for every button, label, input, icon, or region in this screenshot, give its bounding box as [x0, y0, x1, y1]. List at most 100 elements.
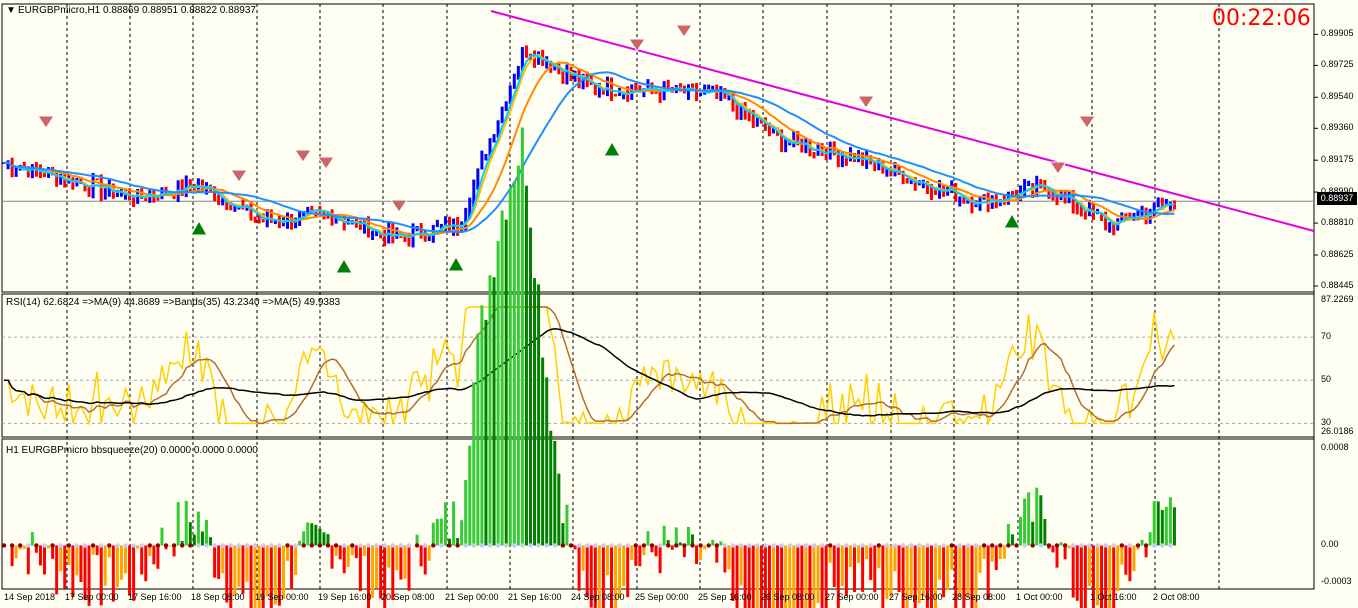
squeeze-dot: [649, 543, 655, 548]
rsi-scale-label: 30: [1321, 417, 1332, 428]
squeeze-dot: [625, 543, 630, 548]
buy-arrow-icon: [603, 140, 621, 157]
squeeze-scale-label: 0.0008: [1321, 442, 1349, 452]
price-scale-label: 0.89540: [1321, 91, 1354, 102]
squeeze-dot: [1030, 543, 1035, 548]
triangle-down-icon[interactable]: ▼: [6, 5, 16, 16]
price-scale-label: 0.88990: [1321, 186, 1354, 196]
time-axis-label: 2 Oct 08:00: [1153, 592, 1200, 602]
ma-slow-line: [4, 71, 1175, 234]
squeeze-dot: [196, 543, 201, 548]
squeeze-dot: [414, 543, 420, 548]
squeeze-scale-label: -0.0003: [1321, 576, 1352, 586]
squeeze-dot: [1095, 543, 1100, 548]
sell-arrow-icon: [294, 149, 312, 163]
squeeze-dot: [949, 543, 954, 548]
time-axis-label: 17 Sep 00:00: [65, 592, 119, 602]
rsi-header: RSI(14) 62.6824 =>MA(9) 44.8689 =>Bands(…: [6, 297, 341, 308]
squeeze-dot: [131, 543, 136, 548]
squeeze-dot: [26, 543, 31, 548]
ma-mid-line: [4, 61, 1175, 237]
squeeze-dot: [1103, 543, 1108, 548]
price-scale-label: 0.88810: [1321, 217, 1354, 228]
squeeze-dot: [479, 543, 485, 548]
price-scale-label: 0.88445: [1321, 280, 1354, 290]
squeeze-dot: [1006, 543, 1011, 548]
squeeze-dot: [844, 543, 849, 548]
squeeze-dot: [236, 543, 242, 548]
squeeze-dot: [585, 543, 590, 548]
squeeze-dot: [1, 543, 7, 548]
candle-timer: 00:22:06: [1212, 6, 1311, 31]
squeeze-dot: [1127, 543, 1133, 548]
rsi-scale-label: 50: [1321, 374, 1332, 385]
buy-arrow-icon: [190, 219, 208, 236]
squeeze-dot: [925, 543, 930, 548]
squeeze-dot: [244, 543, 250, 548]
squeeze-dot: [965, 543, 971, 548]
rsi-bands-line: [4, 328, 1175, 417]
squeeze-dot: [771, 543, 776, 548]
squeeze-dot: [1168, 543, 1173, 548]
time-axis-label: 25 Sep 16:00: [698, 592, 752, 602]
squeeze-dot: [722, 543, 728, 548]
squeeze-dot: [520, 543, 525, 548]
squeeze-dot: [633, 543, 638, 548]
squeeze-dot: [876, 543, 881, 548]
squeeze-dot: [350, 543, 355, 548]
rsi-scale-label: 87.2269: [1321, 294, 1354, 304]
squeeze-dot: [1135, 543, 1141, 548]
squeeze-dot: [50, 543, 55, 548]
squeeze-dot: [188, 543, 193, 548]
squeeze-dot: [779, 543, 784, 548]
squeeze-dot: [973, 543, 979, 548]
squeeze-dot: [674, 543, 679, 548]
squeeze-dot: [544, 543, 549, 548]
squeeze-dot: [171, 543, 177, 548]
squeeze-dot: [1087, 543, 1092, 548]
squeeze-dot: [66, 543, 72, 548]
sell-arrow-icon: [1078, 115, 1096, 129]
price-scale-label: 0.89725: [1321, 59, 1354, 70]
squeeze-dot: [909, 543, 914, 548]
squeeze-dot: [512, 543, 517, 548]
squeeze-dot: [180, 543, 185, 548]
squeeze-dot: [301, 543, 306, 548]
squeeze-dot: [115, 543, 120, 548]
squeeze-dot: [366, 543, 371, 548]
squeeze-dot: [423, 543, 428, 548]
squeeze-dot: [82, 543, 88, 548]
squeeze-dot: [155, 543, 161, 548]
squeeze-dot: [666, 543, 671, 548]
squeeze-dot: [828, 543, 833, 548]
squeeze-dot: [228, 543, 233, 548]
squeeze-dot: [1071, 543, 1076, 548]
squeeze-dot: [990, 543, 995, 548]
time-axis-label: 24 Sep 08:00: [571, 592, 625, 602]
squeeze-dot: [398, 543, 404, 548]
price-scale-label: 0.88625: [1321, 248, 1354, 259]
time-axis-label: 21 Sep 00:00: [445, 592, 499, 602]
squeeze-dot: [504, 543, 509, 548]
panel-frame: [1, 293, 1315, 438]
squeeze-dot: [285, 543, 290, 548]
squeeze-dot: [1119, 543, 1125, 548]
squeeze-dot: [1038, 543, 1044, 548]
time-axis-label: 27 Sep 00:00: [825, 592, 879, 602]
sell-arrow-icon: [1049, 161, 1067, 175]
squeeze-dot: [139, 543, 144, 548]
squeeze-dot: [204, 543, 209, 548]
squeeze-dot: [431, 543, 436, 548]
time-axis-label: 14 Sep 2018: [4, 592, 56, 602]
squeeze-dot: [1111, 543, 1116, 548]
squeeze-dot: [107, 543, 112, 548]
squeeze-dot: [528, 543, 533, 548]
squeeze-dot: [1054, 543, 1060, 548]
squeeze-dot: [34, 543, 39, 548]
trendline: [490, 10, 1315, 232]
squeeze-dot: [560, 543, 566, 548]
sell-arrow-icon: [857, 95, 875, 109]
squeeze-dot: [536, 543, 541, 548]
